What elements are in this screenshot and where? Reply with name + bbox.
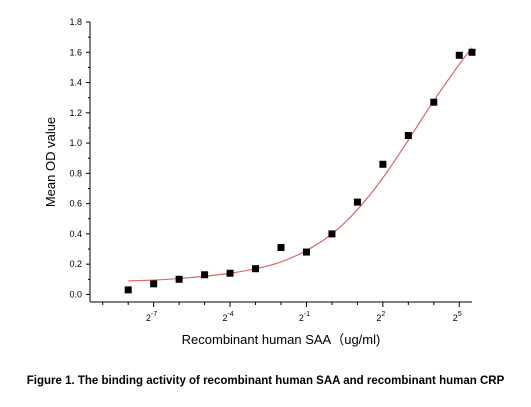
data-point bbox=[252, 265, 260, 273]
data-point bbox=[175, 275, 183, 283]
x-tick-label: 2-7 bbox=[146, 311, 157, 323]
data-point bbox=[353, 198, 361, 206]
data-point bbox=[226, 269, 234, 277]
x-tick-label: 2-1 bbox=[299, 311, 310, 323]
y-tick-label: 1.4 bbox=[69, 78, 82, 88]
data-point bbox=[328, 230, 336, 238]
data-points bbox=[124, 48, 476, 294]
y-tick-label: 1.6 bbox=[69, 47, 82, 57]
data-point bbox=[302, 248, 310, 256]
y-tick-label: 0.4 bbox=[69, 229, 82, 239]
y-ticks: 0.0 0.2 0.4 0.6 0.8 1.0 1.2 1.4 1.6 1.8 bbox=[69, 17, 90, 299]
x-ticks: 2-7 2-4 2-1 22 25 bbox=[102, 302, 462, 323]
data-point bbox=[430, 98, 438, 106]
x-tick-label: 2-4 bbox=[222, 311, 233, 323]
data-point bbox=[124, 286, 132, 294]
y-tick-label: 0.2 bbox=[69, 259, 82, 269]
y-tick-label: 0.0 bbox=[69, 289, 82, 299]
x-tick-label: 25 bbox=[453, 311, 462, 323]
y-tick-label: 1.2 bbox=[69, 108, 82, 118]
axes bbox=[89, 22, 472, 303]
data-point bbox=[455, 51, 463, 59]
data-point bbox=[468, 48, 476, 56]
fit-curve bbox=[128, 47, 473, 282]
x-axis-label: Recombinant human SAA（ug/ml) bbox=[182, 332, 381, 347]
figure-caption: Figure 1. The binding activity of recomb… bbox=[26, 375, 505, 387]
chart: 0.0 0.2 0.4 0.6 0.8 1.0 1.2 1.4 1.6 1.8 2-7 2-4 2-1… bbox=[43, 17, 476, 347]
y-tick-label: 0.6 bbox=[69, 199, 82, 209]
data-point bbox=[150, 280, 158, 288]
data-point bbox=[379, 160, 387, 168]
data-point bbox=[404, 132, 412, 140]
data-point bbox=[277, 244, 285, 252]
y-axis-label: Mean OD value bbox=[43, 117, 58, 207]
y-tick-label: 1.8 bbox=[69, 17, 82, 27]
y-tick-label: 1.0 bbox=[69, 138, 82, 148]
data-point bbox=[201, 271, 209, 279]
x-tick-label: 22 bbox=[376, 311, 385, 323]
y-tick-label: 0.8 bbox=[69, 168, 82, 178]
